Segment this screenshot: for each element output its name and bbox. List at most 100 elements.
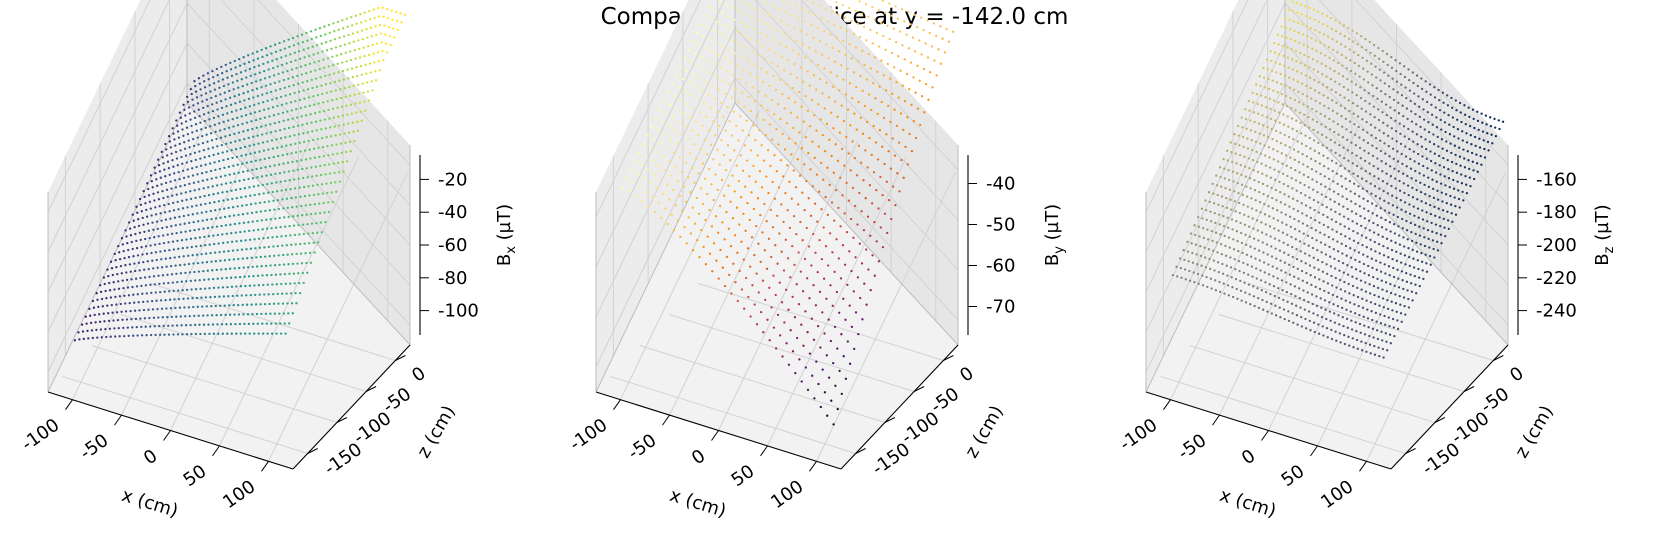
data-point	[386, 16, 390, 20]
data-point	[260, 175, 264, 178]
data-point	[803, 163, 806, 166]
data-point	[1399, 72, 1402, 76]
data-point	[1303, 252, 1307, 255]
data-point	[787, 97, 790, 100]
data-point	[1426, 167, 1429, 170]
data-point	[1439, 233, 1443, 236]
data-point	[805, 226, 808, 230]
data-point	[1361, 306, 1365, 309]
data-point	[238, 179, 241, 182]
data-point	[191, 131, 194, 134]
data-point	[706, 58, 710, 62]
data-point	[1433, 96, 1437, 99]
data-point	[1414, 169, 1417, 173]
data-point	[281, 71, 285, 74]
data-point	[1347, 227, 1351, 230]
data-point	[1209, 210, 1212, 213]
data-point	[311, 45, 314, 48]
data-point	[235, 332, 238, 335]
data-point	[1352, 40, 1355, 43]
x-tick-label: 0	[140, 445, 161, 469]
z-tick	[855, 448, 866, 454]
data-point	[320, 128, 323, 131]
data-point	[1338, 269, 1341, 272]
data-point	[755, 224, 758, 228]
data-point	[1477, 128, 1480, 132]
data-point	[1273, 51, 1277, 54]
data-point	[300, 159, 303, 162]
data-point	[683, 90, 687, 93]
data-point	[778, 7, 781, 10]
data-point	[1446, 104, 1450, 107]
z-tick	[307, 448, 318, 454]
data-point	[747, 134, 751, 137]
data-point	[1455, 171, 1459, 174]
data-point	[1283, 74, 1287, 77]
data-point	[762, 80, 765, 83]
data-point	[1270, 312, 1273, 315]
data-point	[723, 194, 726, 197]
data-point	[1358, 205, 1361, 208]
data-point	[151, 186, 154, 189]
data-point	[168, 290, 171, 293]
data-point	[1236, 172, 1239, 175]
data-point	[1411, 130, 1414, 133]
x-tick-label: 50	[180, 461, 211, 491]
data-point	[1248, 167, 1251, 170]
data-point	[1361, 118, 1364, 121]
data-point	[1236, 124, 1240, 128]
data-point	[1339, 32, 1342, 35]
data-point	[1440, 138, 1444, 141]
data-point	[253, 238, 256, 241]
data-point	[268, 75, 271, 79]
data-point	[740, 21, 743, 25]
data-point	[277, 154, 280, 158]
data-point	[304, 114, 308, 117]
data-point	[1331, 99, 1334, 102]
data-point	[197, 180, 200, 183]
data-point	[1446, 158, 1449, 162]
data-point	[255, 265, 259, 268]
data-point	[266, 140, 269, 143]
data-point	[779, 117, 782, 121]
data-point	[1341, 125, 1344, 128]
data-point	[1437, 198, 1440, 201]
data-point	[893, 154, 897, 157]
data-point	[835, 36, 838, 39]
data-point	[268, 255, 271, 258]
data-point	[165, 148, 168, 151]
value-tick-label: -200	[1536, 235, 1577, 256]
data-point	[849, 217, 853, 221]
data-point	[1311, 236, 1314, 240]
data-point	[1368, 334, 1371, 338]
data-point	[1404, 313, 1407, 316]
data-point	[621, 186, 625, 189]
data-point	[1285, 290, 1289, 294]
data-point	[166, 273, 169, 276]
data-point	[193, 228, 196, 232]
data-point	[184, 120, 188, 123]
data-point	[174, 186, 178, 189]
data-point	[1384, 272, 1387, 275]
data-point	[813, 202, 817, 205]
x-tick	[760, 445, 768, 457]
data-point	[341, 69, 345, 73]
data-point	[1291, 127, 1294, 131]
data-point	[1227, 169, 1230, 172]
data-point	[118, 251, 121, 254]
data-point	[198, 323, 201, 326]
data-point	[255, 256, 258, 259]
data-point	[319, 173, 323, 177]
data-point	[301, 81, 304, 84]
data-point	[167, 324, 170, 327]
data-point	[287, 126, 291, 130]
data-point	[132, 255, 135, 258]
data-point	[1426, 228, 1430, 232]
data-point	[289, 234, 292, 237]
data-point	[891, 185, 895, 188]
data-point	[1224, 187, 1227, 190]
data-point	[1213, 269, 1216, 272]
data-point	[1180, 276, 1183, 279]
data-point	[1288, 205, 1291, 208]
data-point	[1377, 346, 1380, 349]
